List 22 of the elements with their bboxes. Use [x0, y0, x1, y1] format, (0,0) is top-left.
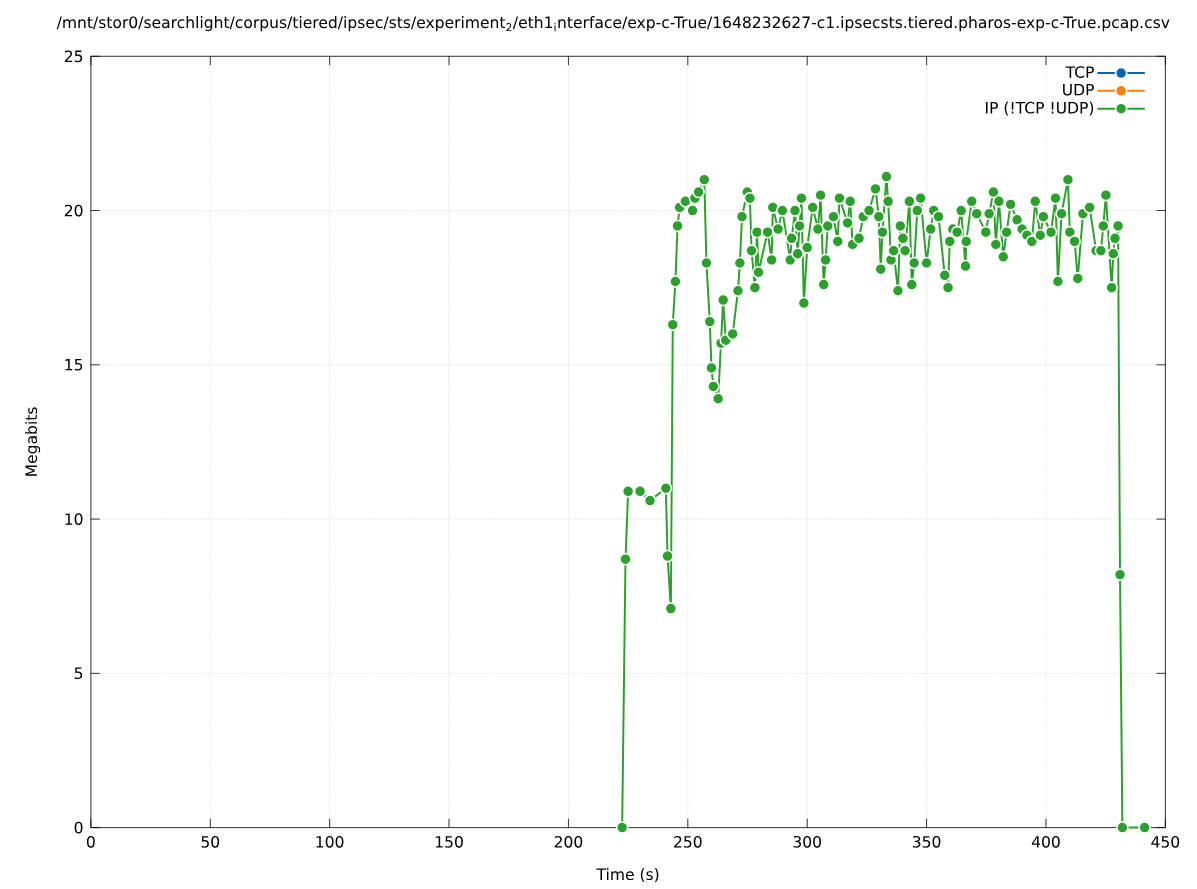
x-tick-label: 250	[674, 836, 702, 848]
x-tick-label: 100	[316, 836, 344, 848]
x-tick-label: 50	[201, 836, 220, 848]
x-tick-label: 200	[554, 836, 583, 848]
y-tick-label: 20	[64, 204, 83, 217]
x-tick-label: 0	[86, 836, 95, 848]
y-tick-label: 5	[74, 667, 83, 680]
x-tick-label: 150	[435, 836, 463, 848]
y-tick-label: 15	[65, 359, 83, 371]
x-axis-title: Time (s)	[596, 868, 659, 883]
y-tick-label: 10	[65, 513, 83, 526]
x-tick-label: 350	[912, 836, 941, 848]
y-tick-label: 0	[74, 821, 83, 834]
x-tick-label: 450	[1151, 836, 1180, 848]
legend-label: TCP	[1065, 66, 1094, 78]
legend-label: UDP	[1063, 84, 1094, 96]
legend-label: IP (!TCP !UDP)	[986, 101, 1094, 116]
x-tick-label: 300	[793, 836, 821, 848]
y-axis-title: Megabits	[25, 407, 41, 476]
x-tick-label: 400	[1031, 836, 1060, 848]
chart-title: /mnt/stor0/searchlight/corpus/tiered/ipsec/sts/experiment$_{2}$/eth1$_{i}$nterface/exp-c-True/1648232627-c1.ipsecsts.tiered.pharos-exp-c-True.pcap.csv	[56, 16, 1170, 32]
y-tick-label: 25	[64, 50, 83, 63]
